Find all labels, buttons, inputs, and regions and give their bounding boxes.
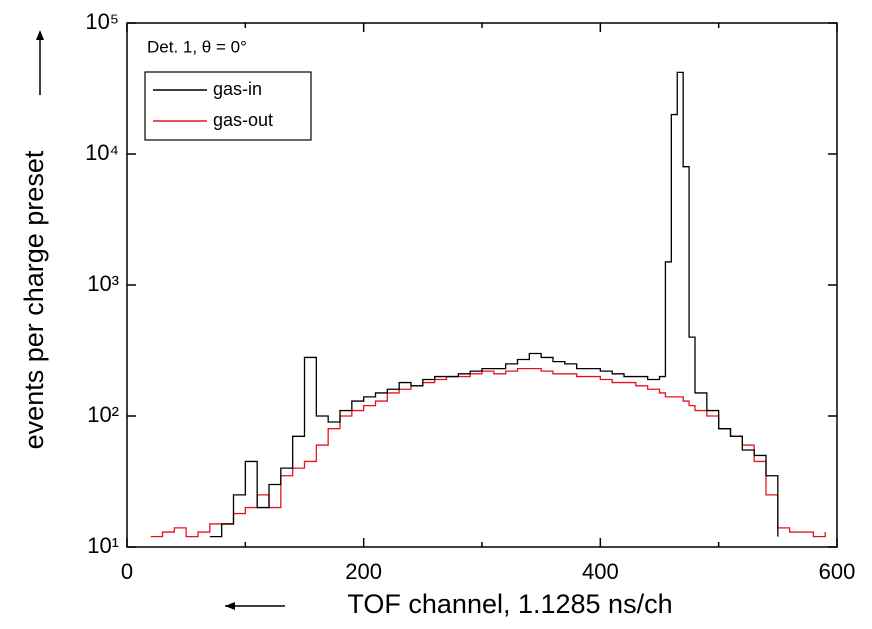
legend-box	[144, 71, 312, 141]
legend-label: gas-out	[213, 110, 273, 130]
y-axis-label: events per charge preset	[19, 150, 49, 449]
series-line	[150, 367, 826, 538]
series-line	[209, 71, 779, 538]
y-arrow-head	[36, 30, 44, 40]
x-axis-label: TOF channel, 1.1285 ns/ch	[347, 589, 672, 619]
y-tick-label: 10³	[87, 271, 119, 296]
x-tick-label: 0	[121, 559, 133, 584]
annotation: Det. 1, θ = 0°	[147, 37, 247, 56]
y-tick-label: 10²	[87, 402, 119, 427]
y-tick-label: 10¹	[87, 533, 119, 558]
y-tick-label: 10⁵	[85, 9, 119, 34]
x-arrow-head	[225, 602, 235, 610]
plot-frame	[126, 22, 838, 548]
x-tick-label: 600	[819, 559, 856, 584]
x-tick-label: 400	[582, 559, 619, 584]
x-tick-label: 200	[345, 559, 382, 584]
legend-label: gas-in	[213, 79, 262, 99]
y-tick-label: 10⁴	[85, 140, 119, 165]
